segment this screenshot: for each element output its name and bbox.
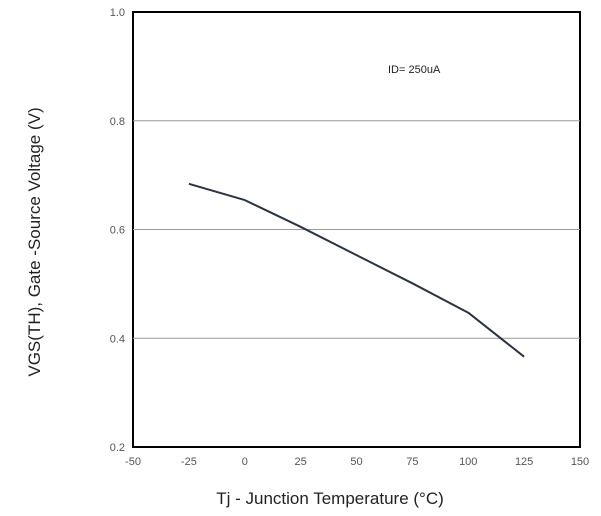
series-layer: [188, 182, 525, 358]
x-tick-label: 0: [242, 456, 248, 468]
x-axis-title: Tj - Junction Temperature (°C): [216, 489, 444, 508]
x-tick-label: 50: [350, 456, 362, 468]
y-tick-label: 1.0: [110, 7, 125, 19]
series-line: [188, 182, 525, 358]
x-tick-labels: -50 -25 0 25 50 75 100 125 150: [125, 456, 589, 468]
x-tick-label: 150: [571, 456, 589, 468]
y-tick-labels: 0.2 0.4 0.6 0.8 1.0: [110, 7, 125, 454]
y-tick-label: 0.6: [110, 225, 125, 237]
grid-lines: [133, 120, 580, 339]
x-tick-label: 100: [459, 456, 477, 468]
annotation-label: ID= 250uA: [388, 64, 441, 76]
y-tick-label: 0.8: [110, 116, 125, 128]
y-tick-label: 0.4: [110, 333, 125, 345]
x-tick-label: -50: [125, 456, 141, 468]
y-axis-title: VGS(TH), Gate -Source Voltage (V): [25, 107, 44, 376]
x-tick-label: 75: [406, 456, 418, 468]
x-tick-label: 125: [515, 456, 533, 468]
x-tick-label: -25: [181, 456, 197, 468]
y-tick-label: 0.2: [110, 442, 125, 454]
x-tick-label: 25: [295, 456, 307, 468]
